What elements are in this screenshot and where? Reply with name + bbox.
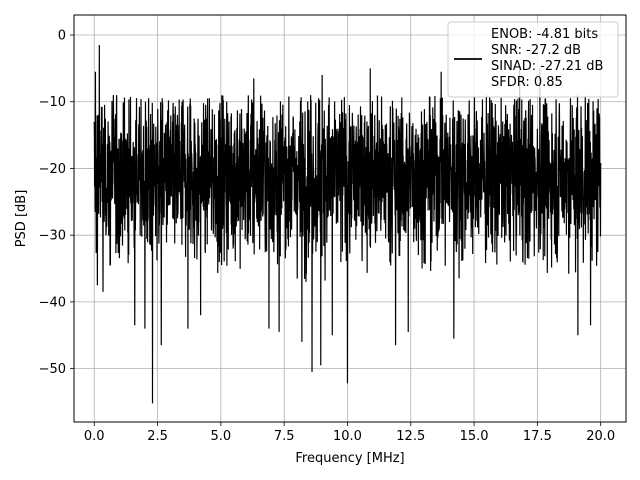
- x-tick-label: 15.0: [460, 429, 489, 444]
- x-tick-label: 12.5: [396, 429, 425, 444]
- psd-series-line: [93, 45, 602, 404]
- legend-entry: SNR: -27.2 dB: [491, 43, 581, 58]
- y-tick-label: −50: [39, 362, 66, 377]
- axes-frame: [73, 14, 627, 423]
- y-tick-label: −40: [39, 295, 66, 310]
- legend-entry: SFDR: 0.85: [491, 75, 563, 90]
- x-tick-label: 10.0: [333, 429, 362, 444]
- x-axis-label: Frequency [MHz]: [295, 451, 404, 466]
- x-tick-label: 5.0: [211, 429, 232, 444]
- x-ticks: 0.0 2.5 5.0 7.5 10.0 12.5 15.0 17.5 20.0: [84, 422, 615, 444]
- x-tick-label: 0.0: [84, 429, 105, 444]
- x-tick-label: 20.0: [586, 429, 615, 444]
- x-tick-label: 17.5: [523, 429, 552, 444]
- legend-box: [447, 21, 619, 98]
- y-tick-label: 0: [58, 29, 66, 44]
- plot-area: [93, 45, 602, 404]
- y-tick-label: −10: [39, 95, 66, 110]
- y-ticks: 0 −10 −20 −30 −40 −50: [39, 29, 74, 377]
- legend-entry: ENOB: -4.81 bits: [491, 27, 598, 42]
- x-tick-label: 7.5: [274, 429, 295, 444]
- y-axis-label: PSD [dB]: [14, 190, 29, 248]
- legend-entry: SINAD: -27.21 dB: [491, 59, 603, 74]
- x-tick-label: 2.5: [147, 429, 168, 444]
- y-tick-label: −20: [39, 162, 66, 177]
- y-tick-label: −30: [39, 229, 66, 244]
